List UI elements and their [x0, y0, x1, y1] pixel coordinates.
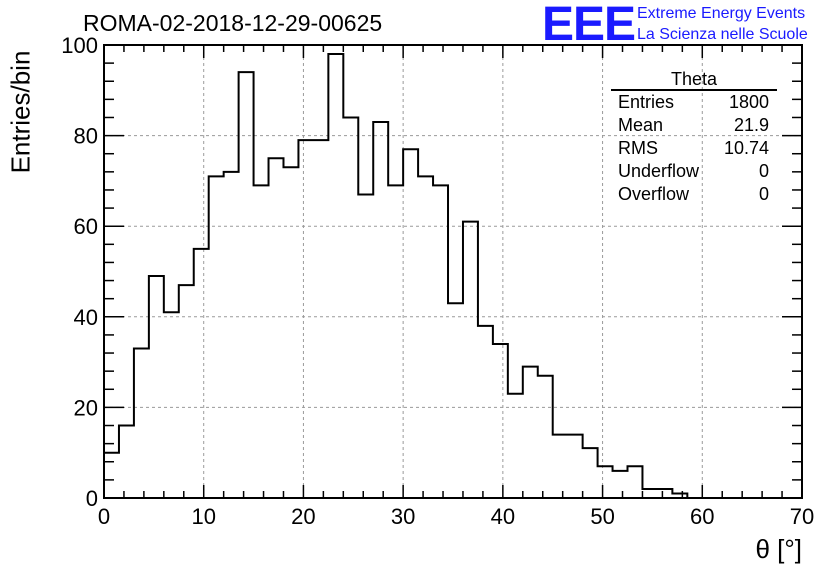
histogram-bin: [448, 303, 463, 498]
histogram-bin: [164, 312, 179, 498]
histogram-bin: [553, 435, 568, 498]
histogram-bin: [523, 367, 538, 498]
histogram-bin: [418, 176, 433, 498]
histogram-bin: [493, 344, 508, 498]
stats-value: 10.74: [723, 138, 769, 158]
stats-value: 21.9: [733, 115, 769, 135]
tick-labels: 0 10 20 30 40 50 60 70 0 20 40 60 80 100: [61, 33, 814, 529]
histogram-bin: [343, 117, 358, 498]
stats-value: 1800: [728, 92, 769, 112]
stats-row: Overflow 0: [611, 183, 777, 206]
histogram-bin: [433, 185, 448, 498]
x-tick-label: 60: [690, 504, 714, 529]
stats-label: Mean: [618, 115, 664, 135]
stats-row: Entries 1800: [611, 91, 777, 114]
histogram-bin: [328, 54, 343, 498]
x-tick-label: 40: [491, 504, 515, 529]
x-tick-label: 0: [98, 504, 110, 529]
histogram-bin: [373, 122, 388, 498]
plot-frame: [103, 44, 803, 499]
y-axis-label: Entries/bin: [5, 50, 36, 174]
histogram-bin: [403, 149, 418, 498]
histogram-bars: [104, 54, 687, 498]
stats-row: RMS 10.74: [611, 137, 777, 160]
stats-value: 0: [758, 161, 769, 181]
histogram-bin: [657, 489, 672, 498]
y-tick-label: 60: [74, 214, 98, 239]
histogram-bin: [134, 349, 149, 498]
histogram-bin: [613, 471, 628, 498]
plot-title: ROMA-02-2018-12-29-00625: [83, 10, 383, 36]
histogram-bin: [358, 194, 373, 498]
x-tick-label: 30: [391, 504, 415, 529]
stats-label: Entries: [618, 92, 675, 112]
histogram-bin: [119, 426, 134, 498]
stats-title: Theta: [611, 69, 777, 91]
y-tick-label: 100: [61, 33, 98, 58]
y-tick-label: 20: [74, 395, 98, 420]
histogram-bin: [628, 466, 643, 498]
stats-value: 0: [758, 184, 769, 204]
logo-line-1: Extreme Energy Events: [637, 5, 806, 22]
histogram-bin: [388, 185, 403, 498]
axis-ticks: [103, 44, 803, 499]
stats-label: RMS: [618, 138, 658, 158]
eee-logo: EEE: [542, 0, 636, 51]
logo-line-2: La Scienza nelle Scuole: [637, 26, 808, 43]
x-tick-label: 70: [790, 504, 814, 529]
y-tick-label: 80: [74, 124, 98, 149]
histogram-bin: [583, 448, 598, 498]
grid-lines: [104, 45, 802, 498]
x-tick-label: 50: [590, 504, 614, 529]
histogram-bin: [538, 376, 553, 498]
x-axis-label: θ [°]: [755, 534, 802, 564]
histogram-bin: [194, 249, 209, 498]
stats-box: Theta Entries 1800 Mean 21.9 RMS 10.74 U…: [611, 69, 777, 206]
histogram-outline: [103, 53, 793, 499]
y-tick-label: 0: [86, 486, 98, 511]
x-tick-label: 10: [191, 504, 215, 529]
histogram-bin: [224, 172, 239, 498]
logo-caption: Extreme Energy Events La Scienza nelle S…: [637, 3, 808, 45]
y-tick-label: 40: [74, 305, 98, 330]
histogram-bin: [104, 453, 119, 498]
histogram-bin: [313, 140, 328, 498]
histogram-bin: [179, 285, 194, 498]
histogram-bin: [642, 489, 657, 498]
histogram-bin: [269, 158, 284, 498]
histogram-bin: [254, 185, 269, 498]
stats-label: Underflow: [618, 161, 700, 181]
histogram-bin: [508, 394, 523, 498]
stats-row: Mean 21.9: [611, 114, 777, 137]
histogram-bin: [283, 167, 298, 498]
histogram-bin: [209, 176, 224, 498]
histogram-bin: [568, 435, 583, 498]
histogram-bin: [463, 222, 478, 498]
stats-label: Overflow: [618, 184, 690, 204]
histogram-bin: [239, 72, 254, 498]
stats-row: Underflow 0: [611, 160, 777, 183]
histogram-bin: [149, 276, 164, 498]
histogram-bin: [298, 140, 313, 498]
x-tick-label: 20: [291, 504, 315, 529]
histogram-bin: [478, 326, 493, 498]
histogram-bin: [598, 466, 613, 498]
